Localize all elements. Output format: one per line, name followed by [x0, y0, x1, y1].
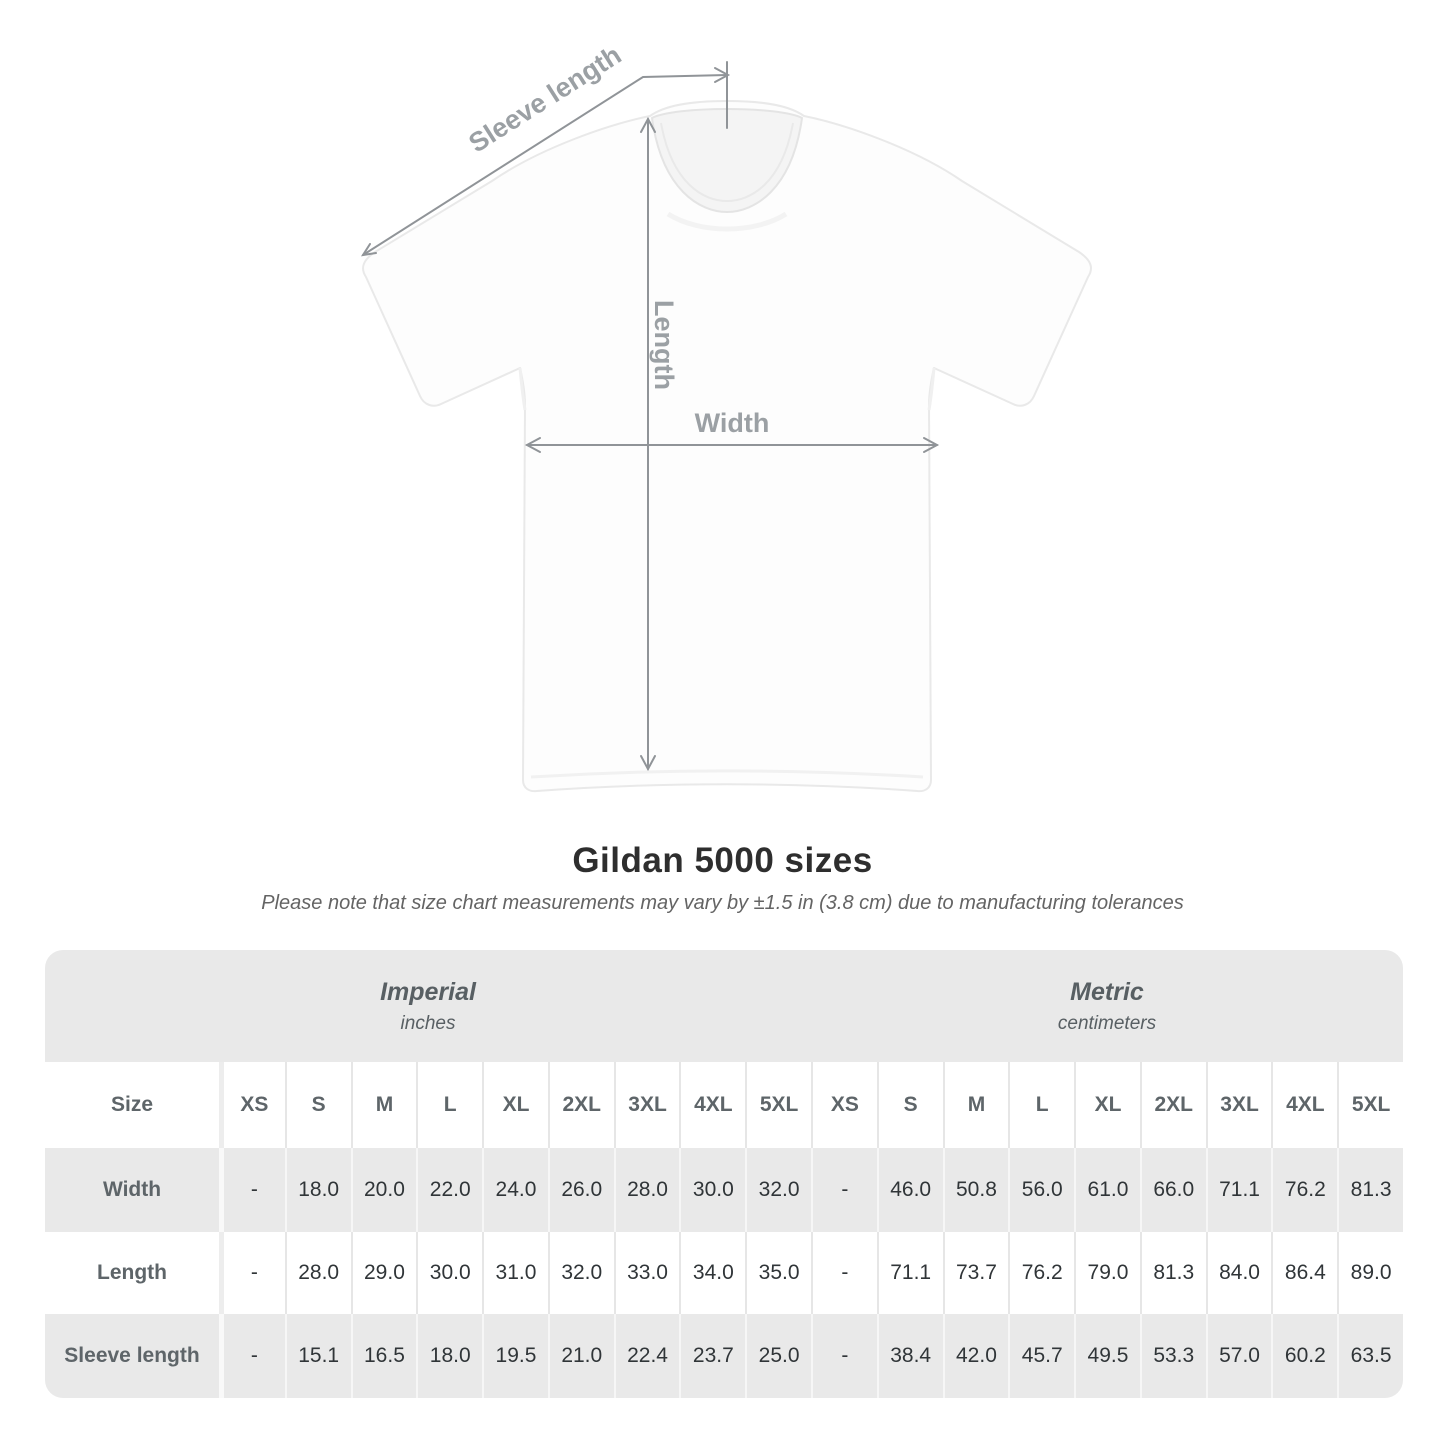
table-cell: 53.3: [1139, 1314, 1206, 1398]
tshirt-diagram-svg: Sleeve length Length Width: [360, 40, 1092, 793]
size-header: 3XL: [613, 1062, 680, 1148]
width-label: Width: [695, 408, 770, 438]
size-header: XL: [1074, 1062, 1140, 1148]
size-chart-table: Imperial inches Metric centimeters Size …: [45, 950, 1403, 1398]
row-label-length: Length: [45, 1232, 219, 1314]
tshirt-illustration: [362, 100, 1092, 793]
table-cell: 84.0: [1205, 1232, 1272, 1314]
size-header: L: [416, 1062, 483, 1148]
table-cell: 56.0: [1008, 1148, 1075, 1232]
size-header: XS: [811, 1062, 877, 1148]
table-cell: 86.4: [1271, 1232, 1338, 1314]
table-cell: 30.0: [679, 1148, 746, 1232]
table-cell: 89.0: [1337, 1232, 1403, 1314]
size-header: 4XL: [679, 1062, 746, 1148]
size-header: M: [350, 1062, 417, 1148]
metric-group-header: Metric centimeters: [811, 950, 1403, 1062]
table-cell: 61.0: [1074, 1148, 1140, 1232]
metric-unit-label: centimeters: [1057, 1012, 1157, 1034]
size-header: 2XL: [547, 1062, 614, 1148]
table-cell: 35.0: [745, 1232, 811, 1314]
size-header: XL: [482, 1062, 548, 1148]
sleeve-length-arrow: [362, 74, 728, 256]
table-cell: 16.5: [350, 1314, 417, 1398]
table-cell: -: [219, 1314, 285, 1398]
size-header: S: [284, 1062, 351, 1148]
table-cell: 73.7: [942, 1232, 1009, 1314]
table-cell: 63.5: [1337, 1314, 1403, 1398]
table-cell: -: [219, 1232, 285, 1314]
table-cell: 66.0: [1139, 1148, 1206, 1232]
table-cell: 20.0: [350, 1148, 417, 1232]
size-header: L: [1008, 1062, 1075, 1148]
metric-label: Metric: [1070, 977, 1144, 1006]
table-cell: 23.7: [679, 1314, 746, 1398]
table-cell: 49.5: [1074, 1314, 1140, 1398]
size-header: 5XL: [1337, 1062, 1403, 1148]
measurement-arrows: [360, 61, 940, 772]
table-cell: 33.0: [613, 1232, 680, 1314]
size-header: S: [876, 1062, 943, 1148]
imperial-unit-label: inches: [400, 1012, 456, 1034]
table-cell: 22.4: [613, 1314, 680, 1398]
table-cell: -: [219, 1148, 285, 1232]
table-cell: 32.0: [547, 1232, 614, 1314]
table-cell: 15.1: [284, 1314, 351, 1398]
table-cell: 26.0: [547, 1148, 614, 1232]
table-cell: 46.0: [876, 1148, 943, 1232]
table-cell: 45.7: [1008, 1314, 1075, 1398]
table-cell: 34.0: [679, 1232, 746, 1314]
table-cell: 81.3: [1139, 1232, 1206, 1314]
page-title: Gildan 5000 sizes: [572, 841, 873, 880]
table-cell: 28.0: [613, 1148, 680, 1232]
size-header: 5XL: [745, 1062, 811, 1148]
table-cell: 50.8: [942, 1148, 1009, 1232]
size-header: 2XL: [1139, 1062, 1206, 1148]
size-header: 3XL: [1205, 1062, 1272, 1148]
table-cell: 32.0: [745, 1148, 811, 1232]
table-cell: -: [811, 1232, 877, 1314]
imperial-label: Imperial: [380, 977, 476, 1006]
size-column-header: Size: [45, 1062, 219, 1148]
table-cell: 71.1: [876, 1232, 943, 1314]
table-cell: 42.0: [942, 1314, 1009, 1398]
table-cell: 21.0: [547, 1314, 614, 1398]
table-cell: 81.3: [1337, 1148, 1403, 1232]
table-cell: -: [811, 1314, 877, 1398]
table-cell: -: [811, 1148, 877, 1232]
table-cell: 60.2: [1271, 1314, 1338, 1398]
table-cell: 76.2: [1008, 1232, 1075, 1314]
table-cell: 76.2: [1271, 1148, 1338, 1232]
size-header: 4XL: [1271, 1062, 1338, 1148]
row-label-width: Width: [45, 1148, 219, 1232]
length-label: Length: [649, 300, 679, 390]
tolerance-note: Please note that size chart measurements…: [261, 891, 1184, 914]
table-cell: 18.0: [416, 1314, 483, 1398]
table-cell: 79.0: [1074, 1232, 1140, 1314]
size-header: XS: [219, 1062, 285, 1148]
size-header: M: [942, 1062, 1009, 1148]
table-cell: 57.0: [1205, 1314, 1272, 1398]
table-cell: 31.0: [482, 1232, 548, 1314]
table-cell: 18.0: [284, 1148, 351, 1232]
table-cell: 19.5: [482, 1314, 548, 1398]
table-cell: 29.0: [350, 1232, 417, 1314]
table-cell: 30.0: [416, 1232, 483, 1314]
row-label-sleeve-length: Sleeve length: [45, 1314, 219, 1398]
table-cell: 25.0: [745, 1314, 811, 1398]
table-cell: 71.1: [1205, 1148, 1272, 1232]
tshirt-measurement-diagram: Sleeve length Length Width: [360, 40, 1092, 793]
table-cell: 22.0: [416, 1148, 483, 1232]
imperial-group-header: Imperial inches: [45, 950, 811, 1062]
table-cell: 24.0: [482, 1148, 548, 1232]
table-cell: 38.4: [876, 1314, 943, 1398]
table-cell: 28.0: [284, 1232, 351, 1314]
